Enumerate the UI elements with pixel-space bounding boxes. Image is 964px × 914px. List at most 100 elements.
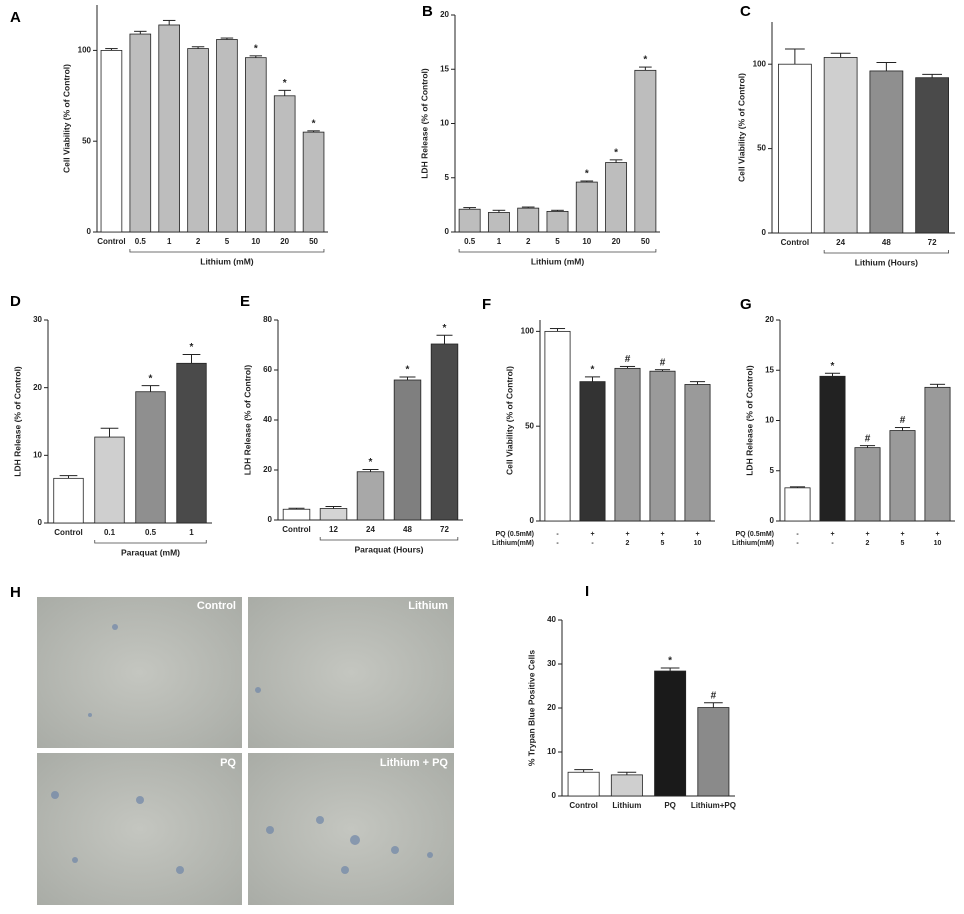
x-tick-label: Control [97, 237, 125, 246]
significance-mark: # [711, 690, 717, 701]
x-tick-label: PQ [664, 801, 676, 810]
x-tick-label: 72 [440, 525, 449, 534]
y-tick-label: 100 [78, 46, 92, 55]
row-value: 5 [661, 540, 665, 547]
micrograph [37, 597, 454, 905]
x-tick-label: 48 [403, 525, 412, 534]
row-value: - [556, 540, 559, 547]
bar [869, 70, 904, 234]
row-value: + [695, 531, 699, 538]
bar [129, 33, 152, 233]
x-tick-label: 1 [167, 237, 172, 246]
bar [854, 447, 881, 522]
row-value: + [935, 531, 939, 538]
bar [176, 362, 207, 524]
significance-mark: # [625, 354, 631, 365]
y-tick-label: 15 [765, 365, 774, 374]
y-axis-title: Cell Viability (% of Control) [736, 73, 746, 182]
x-tick-label: 2 [526, 237, 531, 246]
y-tick-label: 0 [530, 516, 535, 525]
group-bracket [129, 249, 325, 253]
y-tick-label: 15 [440, 64, 449, 73]
bar [610, 774, 643, 797]
x-tick-label: 50 [641, 237, 650, 246]
group-label: Paraquat (Hours) [355, 544, 424, 554]
x-tick-label: 20 [280, 237, 289, 246]
y-tick-label: 10 [547, 747, 556, 756]
y-tick-label: 40 [263, 415, 272, 424]
panel-letter: C [740, 3, 751, 20]
bar [273, 95, 296, 233]
group-bracket [94, 540, 207, 544]
significance-mark: * [312, 118, 316, 129]
group-label: Lithium (mM) [531, 256, 585, 266]
x-tick-label: 0.5 [135, 237, 147, 246]
significance-mark: * [668, 656, 672, 667]
y-tick-label: 50 [757, 144, 766, 153]
y-axis-title: Cell Viability (% of Control) [504, 366, 514, 475]
y-tick-label: 5 [445, 173, 450, 182]
bar [567, 771, 600, 797]
x-tick-label: Lithium+PQ [691, 801, 736, 810]
panel-letter: F [482, 296, 491, 313]
bar [393, 379, 422, 521]
significance-mark: * [591, 365, 595, 376]
bar [282, 508, 311, 521]
y-axis-title: % Trypan Blue Positive Cells [526, 650, 536, 766]
x-tick-label: 24 [836, 238, 845, 247]
x-tick-label: 12 [329, 525, 338, 534]
bar [634, 69, 657, 233]
x-tick-label: 48 [882, 238, 891, 247]
bar [784, 487, 811, 522]
row-value: 5 [901, 540, 905, 547]
x-tick-label: 2 [196, 237, 201, 246]
y-tick-label: 20 [765, 315, 774, 324]
row-value: 10 [934, 540, 942, 547]
bar [216, 39, 238, 233]
group-bracket [458, 249, 657, 253]
bar [654, 670, 687, 797]
bar [579, 381, 606, 522]
significance-mark: * [831, 361, 835, 372]
micrograph-label: PQ [220, 757, 236, 769]
x-tick-label: 20 [612, 237, 621, 246]
y-tick-label: 80 [263, 315, 272, 324]
bar [605, 162, 628, 233]
y-axis-title: LDH Release (% of Control) [744, 365, 754, 476]
bar [889, 430, 916, 522]
bar [778, 63, 812, 234]
y-tick-label: 30 [547, 659, 556, 668]
micrograph-label: Lithium [408, 600, 448, 612]
significance-mark: * [406, 365, 410, 376]
x-tick-label: Control [781, 238, 809, 247]
y-tick-label: 20 [33, 383, 42, 392]
bar [53, 477, 84, 524]
y-tick-label: 10 [440, 119, 449, 128]
x-tick-label: 5 [225, 237, 230, 246]
bar [614, 367, 641, 522]
bar [546, 210, 569, 233]
y-tick-label: 0 [268, 515, 273, 524]
x-tick-label: 0.5 [464, 237, 476, 246]
panel-letter: I [585, 583, 589, 600]
y-axis-title: LDH Release (% of Control) [242, 365, 252, 476]
y-tick-label: 50 [525, 421, 534, 430]
y-tick-label: 30 [33, 315, 42, 324]
significance-mark: # [865, 433, 871, 444]
y-tick-label: 20 [547, 703, 556, 712]
group-label: Lithium (mM) [200, 256, 254, 266]
x-tick-label: Lithium [612, 801, 641, 810]
row-value: - [591, 540, 594, 547]
row-value: 10 [694, 540, 702, 547]
row-value: 2 [866, 540, 870, 547]
x-tick-label: 1 [497, 237, 502, 246]
significance-mark: * [369, 457, 373, 468]
row-value: + [865, 531, 869, 538]
significance-mark: # [660, 357, 666, 368]
row-label: PQ (0.5mM) [495, 531, 534, 538]
bar [915, 77, 949, 234]
bar [356, 471, 385, 521]
panel-letter: D [10, 293, 21, 310]
bar [135, 391, 166, 524]
y-tick-label: 100 [521, 326, 535, 335]
